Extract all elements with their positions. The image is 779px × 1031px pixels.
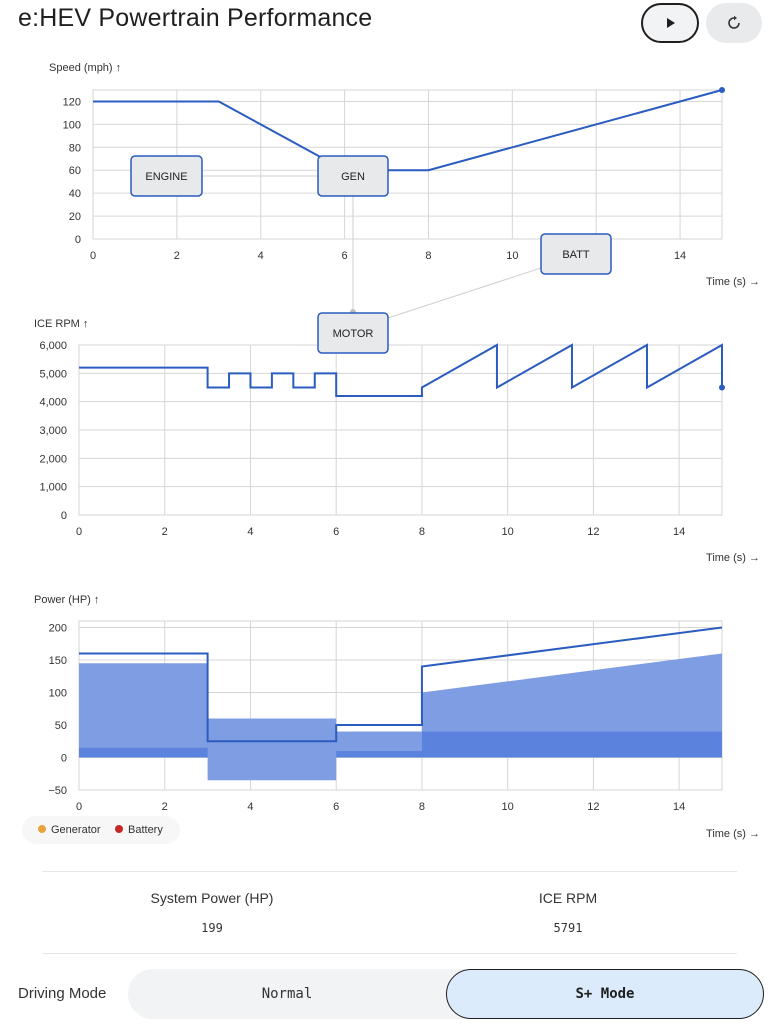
legend: Generator Battery: [22, 816, 180, 844]
node-batt[interactable]: BATT: [540, 233, 612, 275]
power-y-tick-label: 0: [61, 753, 67, 765]
speed-y-tick-label: 60: [69, 165, 81, 177]
legend-battery-swatch: [115, 825, 123, 833]
rpm-y-axis-title: ICE RPM ↑: [34, 318, 88, 330]
speed-x-tick-label: 4: [258, 250, 264, 262]
speed-x-tick-label: 6: [342, 250, 348, 262]
rpm-line-series-0: [79, 343, 723, 397]
node-engine[interactable]: ENGINE: [130, 155, 203, 197]
power-x-tick-label: 4: [247, 801, 253, 813]
stats-divider-bottom: [42, 953, 737, 954]
rpm-y-tick-label: 3,000: [39, 425, 67, 437]
speed-y-tick-label: 0: [75, 234, 81, 246]
rpm-x-tick-label: 0: [76, 526, 82, 538]
ice-rpm-label: ICE RPM: [538, 890, 598, 906]
power-y-tick-label: −50: [48, 785, 67, 797]
power-y-tick-label: 50: [55, 720, 67, 732]
rpm-x-tick-label: 6: [333, 526, 339, 538]
stats-divider-top: [42, 871, 737, 872]
reset-icon: [728, 15, 740, 29]
speed-y-tick-label: 120: [63, 96, 81, 108]
speed-y-tick-label: 80: [69, 142, 81, 154]
speed-y-tick-label: 20: [69, 211, 81, 223]
node-batt-label: BATT: [562, 249, 590, 261]
node-engine-label: ENGINE: [145, 171, 187, 183]
rpm-y-tick-label: 0: [61, 510, 67, 522]
rpm-y-tick-label: 4,000: [39, 397, 67, 409]
legend-battery-label: Battery: [128, 824, 163, 836]
rpm-y-tick-label: 5,000: [39, 368, 67, 380]
power-x-tick-label: 8: [419, 801, 425, 813]
speed-x-tick-label: 10: [506, 250, 518, 262]
power-line-series-2: [79, 626, 723, 743]
power-x-tick-label: 0: [76, 801, 82, 813]
driving-mode-label: Driving Mode: [18, 985, 107, 1002]
power-flow-diagram: ENGINE GEN BATT MOTOR: [130, 155, 612, 354]
speed-x-tick-label: 2: [174, 250, 180, 262]
link-batt-motor: [387, 267, 542, 319]
reset-button[interactable]: [706, 3, 762, 43]
node-gen[interactable]: GEN: [317, 155, 389, 197]
power-x-tick-label: 6: [333, 801, 339, 813]
power-x-tick-label: 10: [502, 801, 514, 813]
power-area-series-1: [79, 731, 722, 758]
legend-generator-swatch: [38, 825, 46, 833]
speed-x-tick-label: 0: [90, 250, 96, 262]
power-y-tick-label: 150: [49, 655, 67, 667]
power-x-tick-label: 14: [673, 801, 685, 813]
speed-y-tick-label: 40: [69, 188, 81, 200]
rpm-x-tick-label: 14: [673, 526, 685, 538]
rpm-x-tick-label: 2: [162, 526, 168, 538]
speed-end-point: [719, 87, 725, 93]
rpm-x-tick-label: 8: [419, 526, 425, 538]
speed-y-axis-title: Speed (mph) ↑: [49, 62, 121, 74]
power-y-tick-label: 100: [49, 688, 67, 700]
mode-sport-button[interactable]: S+ Mode: [446, 969, 764, 1019]
rpm-x-tick-label: 10: [502, 526, 514, 538]
rpm-x-tick-label: 4: [247, 526, 253, 538]
power-y-tick-label: 200: [49, 623, 67, 635]
rpm-end-point: [719, 384, 725, 391]
power-area-series-0: [79, 653, 722, 781]
system-power-value: 199: [201, 921, 223, 935]
ice-rpm-chart: 0 2 4 6 8 10 12 14 0 1,000 2,000 3,000 4,000 5,000 6,0…: [34, 318, 760, 564]
system-power-label: System Power (HP): [150, 890, 274, 906]
play-button[interactable]: [641, 3, 699, 43]
page-title: e:HEV Powertrain Performance: [18, 4, 373, 32]
ice-rpm-value: 5791: [553, 921, 583, 935]
rpm-y-tick-label: 6,000: [39, 340, 67, 352]
speed-x-tick-label: 14: [674, 250, 686, 262]
speed-x-tick-label: 8: [425, 250, 431, 262]
power-chart: 0 2 4 6 8 10 12 14 −50 0 50 100 150 200 Power (HP) ↑ Ti…: [34, 594, 760, 840]
play-icon: [667, 18, 675, 28]
node-motor-label: MOTOR: [333, 328, 374, 340]
mode-normal-button[interactable]: Normal: [261, 986, 313, 1002]
power-y-axis-title: Power (HP) ↑: [34, 594, 99, 606]
rpm-x-tick-label: 12: [587, 526, 599, 538]
rpm-x-axis-title: Time (s) →: [706, 552, 760, 564]
rpm-y-tick-label: 1,000: [39, 482, 67, 494]
speed-x-axis-title: Time (s) →: [706, 276, 760, 288]
power-x-axis-title: Time (s) →: [706, 828, 760, 840]
power-x-tick-label: 12: [587, 801, 599, 813]
node-motor[interactable]: MOTOR: [317, 312, 389, 354]
driving-mode-toggle: Normal S+ Mode: [128, 969, 764, 1019]
node-gen-label: GEN: [341, 171, 365, 183]
legend-generator-label: Generator: [51, 824, 101, 836]
speed-y-tick-label: 100: [63, 119, 81, 131]
charts-canvas: 02468101214020406080100120Speed (mph) ↑T…: [22, 62, 760, 844]
rpm-y-tick-label: 2,000: [39, 453, 67, 465]
power-x-tick-label: 2: [162, 801, 168, 813]
